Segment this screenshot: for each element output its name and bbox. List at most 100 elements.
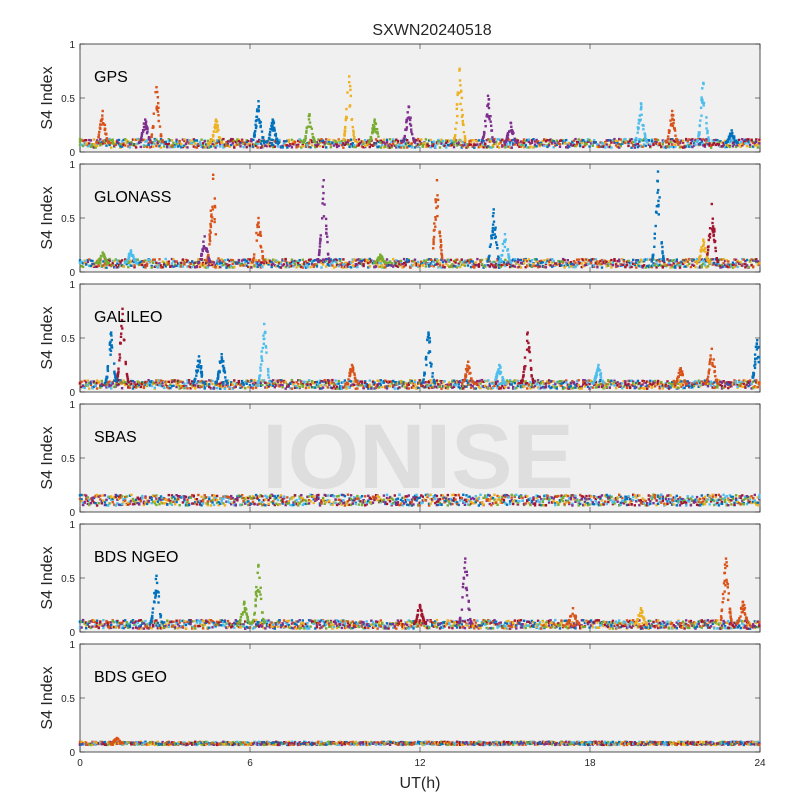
data-point: [284, 265, 287, 269]
data-point: [387, 384, 390, 388]
data-point: [325, 224, 328, 227]
data-point: [663, 262, 666, 265]
data-point: [678, 146, 682, 149]
data-point: [565, 264, 568, 267]
data-point: [593, 264, 596, 267]
data-point: [192, 384, 195, 387]
data-point: [666, 145, 669, 149]
data-point: [508, 146, 512, 149]
data-point: [489, 243, 492, 246]
data-point: [700, 383, 703, 387]
data-point: [473, 266, 476, 269]
data-point: [88, 264, 91, 267]
data-point: [608, 145, 611, 149]
data-point: [102, 383, 105, 387]
data-point: [409, 124, 413, 127]
data-point: [678, 383, 682, 386]
data-point: [491, 145, 495, 148]
data-point: [657, 213, 660, 216]
data-point: [258, 138, 261, 142]
data-point: [119, 260, 122, 263]
data-point: [758, 138, 761, 141]
data-point: [563, 264, 566, 267]
data-point: [208, 235, 212, 239]
data-point: [332, 144, 336, 147]
data-point: [320, 139, 323, 143]
data-point: [745, 258, 749, 262]
data-point: [608, 380, 611, 383]
data-point: [417, 260, 420, 264]
data-point: [594, 258, 597, 261]
data-point: [485, 385, 488, 389]
data-point: [583, 144, 587, 147]
data-point: [335, 385, 339, 389]
data-point: [462, 144, 465, 147]
data-point: [259, 139, 262, 143]
data-point: [670, 114, 673, 117]
data-point: [407, 141, 410, 144]
data-point: [688, 145, 691, 148]
data-point: [554, 386, 557, 389]
data-point: [486, 113, 489, 116]
data-point: [405, 128, 408, 131]
data-point: [191, 265, 194, 269]
data-point: [142, 144, 146, 147]
data-point: [212, 139, 216, 142]
data-point: [172, 258, 175, 261]
data-point: [273, 126, 276, 129]
data-point: [254, 386, 258, 389]
data-point: [265, 261, 269, 264]
data-point: [441, 260, 445, 264]
data-point: [518, 143, 521, 146]
data-point: [211, 387, 214, 390]
data-point: [317, 253, 321, 257]
data-point: [515, 261, 518, 264]
data-point: [432, 143, 435, 146]
data-point: [739, 261, 742, 264]
data-point: [373, 121, 377, 125]
data-point: [97, 140, 100, 143]
data-point: [424, 144, 428, 147]
data-point: [137, 141, 141, 145]
data-point: [228, 264, 231, 267]
data-point: [748, 145, 752, 148]
data-point: [680, 382, 683, 385]
data-point: [641, 266, 644, 269]
data-point: [103, 140, 107, 143]
data-point: [488, 254, 491, 258]
data-point: [711, 263, 714, 266]
data-point: [518, 259, 521, 262]
data-point: [498, 146, 501, 149]
data-point: [610, 379, 613, 382]
data-point: [240, 259, 244, 262]
data-point: [637, 122, 640, 125]
data-point: [563, 258, 566, 262]
data-point: [462, 263, 465, 266]
data-point: [248, 142, 252, 146]
data-point: [440, 253, 444, 256]
data-point: [555, 386, 558, 389]
data-point: [524, 266, 527, 269]
data-point: [605, 265, 608, 268]
data-point: [304, 384, 308, 387]
data-point: [141, 382, 144, 385]
data-point: [565, 138, 568, 142]
data-point: [287, 141, 290, 144]
data-point: [477, 265, 481, 268]
data-point: [507, 381, 510, 384]
data-point: [371, 144, 375, 147]
data-point: [309, 146, 312, 149]
data-point: [111, 138, 114, 141]
data-point: [554, 141, 557, 144]
data-point: [736, 259, 739, 263]
data-point: [230, 258, 233, 262]
data-point: [194, 261, 197, 264]
data-point: [150, 266, 153, 269]
data-point: [725, 259, 728, 262]
data-point: [170, 262, 174, 265]
data-point: [230, 381, 233, 384]
data-point: [385, 258, 389, 261]
data-point: [747, 138, 750, 141]
data-point: [630, 265, 633, 269]
data-point: [128, 252, 131, 255]
